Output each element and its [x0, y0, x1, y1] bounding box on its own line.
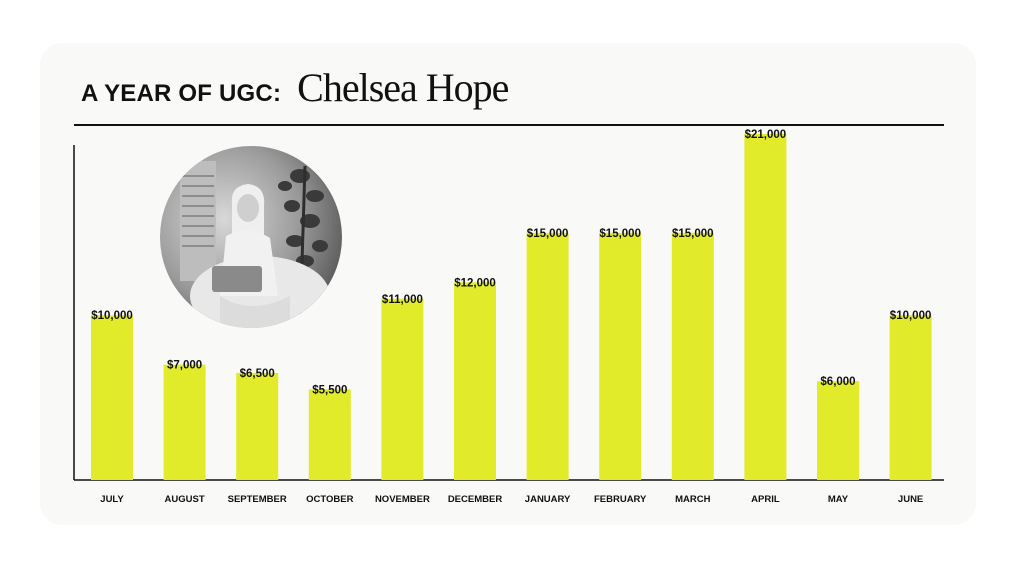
data-label-december: $12,000 — [454, 277, 496, 289]
x-tick-august: AUGUST — [165, 494, 205, 505]
x-tick-march: MARCH — [675, 494, 710, 505]
title-label: A YEAR OF UGC: — [81, 80, 282, 107]
bar-march — [671, 232, 714, 480]
bar-july — [91, 315, 133, 480]
data-label-february: $15,000 — [599, 228, 641, 240]
data-label-june: $10,000 — [890, 310, 932, 322]
data-label-october: $5,500 — [312, 384, 347, 396]
bar-november — [381, 298, 424, 480]
title-divider — [74, 124, 944, 126]
profile-photo-icon — [160, 146, 342, 328]
bar-october — [308, 389, 351, 480]
bar-september — [236, 372, 279, 480]
data-label-april: $21,000 — [745, 129, 787, 141]
x-tick-december: DECEMBER — [448, 494, 503, 505]
x-tick-june: JUNE — [898, 494, 923, 505]
bar-june — [889, 315, 932, 480]
chart-title: A YEAR OF UGC: Chelsea Hope — [81, 64, 509, 112]
bar-may — [817, 381, 859, 480]
data-label-august: $7,000 — [167, 360, 202, 372]
x-tick-november: NOVEMBER — [375, 494, 430, 505]
bar-december — [454, 282, 496, 480]
data-label-july: $10,000 — [91, 310, 133, 322]
x-tick-july: JULY — [100, 494, 124, 505]
x-tick-may: MAY — [828, 494, 849, 505]
data-label-march: $15,000 — [672, 228, 714, 240]
bar-august — [163, 364, 206, 480]
bar-february — [599, 232, 642, 480]
data-label-january: $15,000 — [527, 228, 569, 240]
data-label-november: $11,000 — [382, 294, 423, 306]
x-tick-february: FEBRUARY — [594, 494, 647, 505]
creator-name: Chelsea Hope — [297, 65, 509, 110]
data-label-september: $6,500 — [240, 368, 275, 380]
x-tick-october: OCTOBER — [306, 494, 353, 505]
x-tick-april: APRIL — [751, 494, 780, 505]
bar-april — [744, 134, 787, 480]
x-tick-january: JANUARY — [525, 494, 571, 505]
bar-january — [526, 232, 569, 480]
data-label-may: $6,000 — [820, 376, 855, 388]
x-tick-september: SEPTEMBER — [228, 494, 287, 505]
